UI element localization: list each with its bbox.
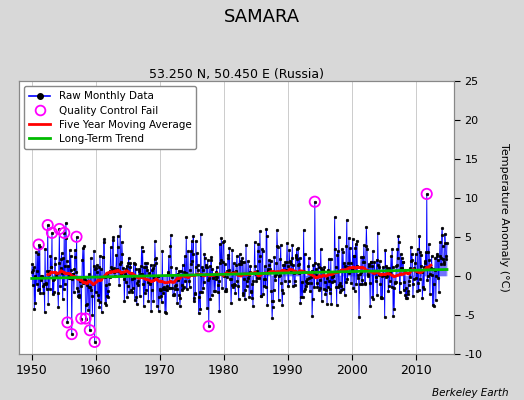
Quality Control Fail [311,198,319,205]
Five Year Moving Average [90,282,96,287]
Raw Monthly Data [423,192,430,196]
Five Year Moving Average [130,272,137,277]
Line: Raw Monthly Data: Raw Monthly Data [30,193,448,343]
Five Year Moving Average [286,267,292,272]
Quality Control Fail [91,339,99,345]
Quality Control Fail [85,327,94,334]
Quality Control Fail [68,331,76,337]
Raw Monthly Data [29,270,35,274]
Quality Control Fail [81,315,90,322]
Long-Term Trend [444,267,450,272]
Text: SAMARA: SAMARA [224,8,300,26]
Title: 53.250 N, 50.450 E (Russia): 53.250 N, 50.450 E (Russia) [149,68,324,81]
Quality Control Fail [72,234,81,240]
Line: Five Year Moving Average: Five Year Moving Average [48,265,431,284]
Long-Term Trend [29,276,35,281]
Quality Control Fail [77,315,85,322]
Quality Control Fail [63,319,72,326]
Long-Term Trend [414,268,421,272]
Long-Term Trend [418,268,424,272]
Quality Control Fail [48,230,56,236]
Five Year Moving Average [428,263,434,268]
Line: Long-Term Trend: Long-Term Trend [32,270,447,278]
Five Year Moving Average [45,272,51,277]
Raw Monthly Data [92,340,98,344]
Five Year Moving Average [151,278,157,283]
Long-Term Trend [410,268,416,273]
Raw Monthly Data [204,258,211,263]
Raw Monthly Data [444,241,450,246]
Quality Control Fail [43,222,52,228]
Quality Control Fail [204,323,213,330]
Raw Monthly Data [410,282,417,287]
Quality Control Fail [35,241,43,248]
Long-Term Trend [204,272,210,277]
Long-Term Trend [139,274,145,278]
Raw Monthly Data [130,285,136,290]
Raw Monthly Data [139,249,146,254]
Five Year Moving Average [297,268,303,273]
Y-axis label: Temperature Anomaly (°C): Temperature Anomaly (°C) [499,143,509,292]
Text: Berkeley Earth: Berkeley Earth [432,388,508,398]
Quality Control Fail [55,226,63,232]
Long-Term Trend [129,274,136,279]
Raw Monthly Data [415,281,421,286]
Five Year Moving Average [51,270,58,275]
Raw Monthly Data [419,269,425,274]
Five Year Moving Average [92,281,98,286]
Quality Control Fail [422,191,431,197]
Quality Control Fail [60,230,69,236]
Legend: Raw Monthly Data, Quality Control Fail, Five Year Moving Average, Long-Term Tren: Raw Monthly Data, Quality Control Fail, … [24,86,196,149]
